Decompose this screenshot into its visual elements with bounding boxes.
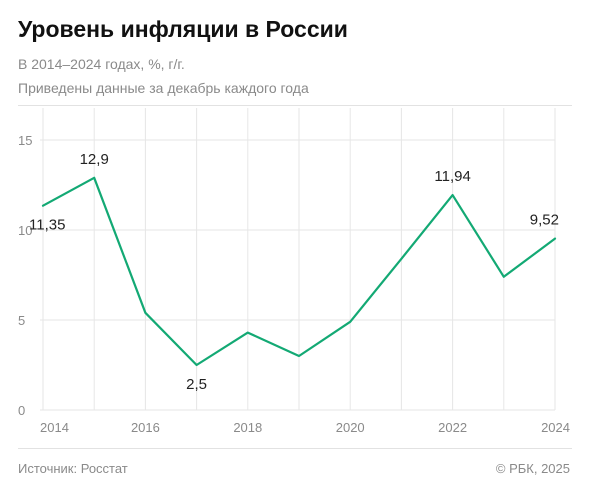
- y-tick-label: 5: [18, 313, 25, 328]
- chart-subtitle-period: В 2014–2024 годах, %, г/г.: [18, 56, 185, 72]
- chart-title: Уровень инфляции в России: [18, 16, 348, 42]
- top-divider: [18, 105, 572, 106]
- x-tick-label: 2024: [541, 420, 570, 435]
- data-label: 11,35: [29, 217, 65, 234]
- source-note: Источник: Росстат: [18, 461, 128, 476]
- data-label-layer: 11,35 12,9 2,5 11,94 9,52: [29, 151, 559, 393]
- axis-layer: 0 5 10 15 2014 2016 2018 2020 2022 2024: [18, 133, 570, 435]
- y-tick-label: 0: [18, 403, 25, 418]
- series-line: [41, 176, 557, 367]
- x-tick-label: 2020: [336, 420, 365, 435]
- data-label: 2,5: [186, 376, 207, 393]
- series-layer: [41, 176, 557, 367]
- data-label: 11,94: [434, 168, 470, 185]
- x-tick-label: 2022: [438, 420, 467, 435]
- grid-layer: [40, 108, 556, 411]
- y-tick-label: 10: [18, 223, 32, 238]
- x-tick-label: 2014: [40, 420, 69, 435]
- chart-subtitle-note: Приведены данные за декабрь каждого года: [18, 80, 309, 96]
- bottom-divider: [18, 448, 572, 449]
- copyright-note: © РБК, 2025: [495, 461, 570, 476]
- data-label: 9,52: [530, 212, 559, 229]
- y-tick-label: 15: [18, 133, 32, 148]
- x-tick-label: 2016: [131, 420, 160, 435]
- data-label: 12,9: [80, 151, 109, 168]
- x-tick-label: 2018: [233, 420, 262, 435]
